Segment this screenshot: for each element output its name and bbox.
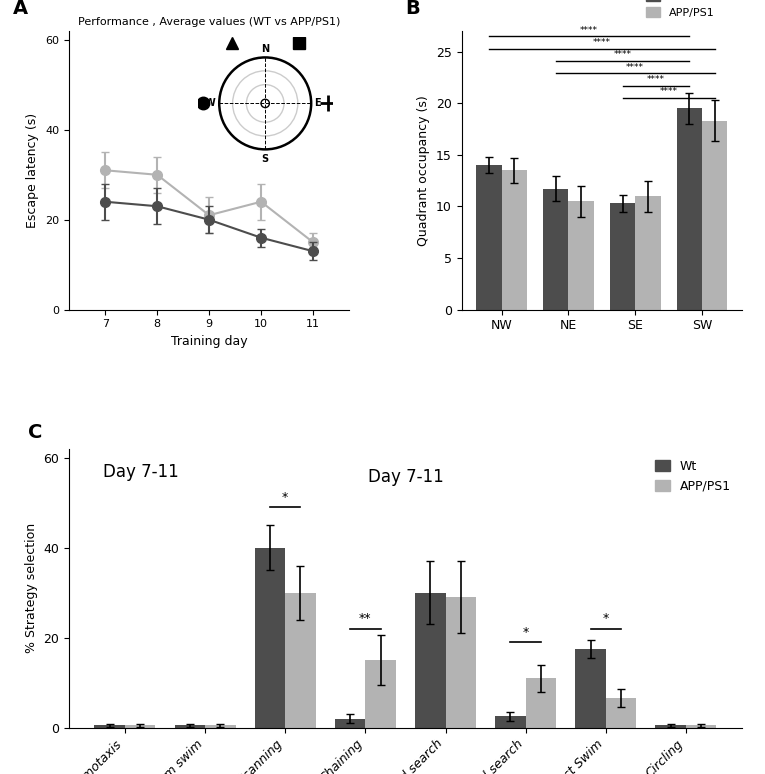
Bar [285, 593, 316, 728]
Text: ****: **** [659, 87, 678, 97]
Bar [526, 678, 556, 728]
Text: C: C [28, 423, 43, 442]
Bar [366, 660, 396, 728]
Text: **: ** [359, 612, 372, 625]
Bar [415, 593, 445, 728]
Bar [702, 121, 728, 310]
Bar [477, 165, 502, 310]
Bar [676, 108, 702, 310]
Title: Performance , Average values (WT vs APP/PS1): Performance , Average values (WT vs APP/… [78, 17, 340, 27]
Bar [635, 196, 660, 310]
Bar [495, 716, 526, 728]
Bar [610, 204, 635, 310]
Text: ****: **** [627, 63, 644, 72]
Text: Day 7-11: Day 7-11 [367, 468, 444, 486]
Bar [255, 548, 285, 728]
Text: *: * [282, 491, 288, 504]
Text: A: A [13, 0, 28, 19]
Text: *: * [603, 612, 609, 625]
Y-axis label: Escape latency (s): Escape latency (s) [27, 113, 40, 228]
Bar [568, 201, 594, 310]
Text: ****: **** [614, 50, 631, 60]
Bar [656, 725, 686, 728]
Y-axis label: Quadrant occupancy (s): Quadrant occupancy (s) [418, 95, 431, 245]
Bar [205, 725, 236, 728]
Bar [502, 170, 527, 310]
Text: ****: **** [647, 75, 665, 84]
Bar [543, 189, 568, 310]
Bar [95, 725, 125, 728]
Y-axis label: % Strategy selection: % Strategy selection [24, 523, 37, 653]
Text: ****: **** [580, 26, 598, 35]
X-axis label: Training day: Training day [171, 335, 247, 348]
Text: ****: **** [593, 38, 610, 47]
Legend: Wt, APP/PS1: Wt, APP/PS1 [649, 455, 736, 498]
Bar [606, 698, 636, 728]
Text: *: * [522, 625, 529, 639]
Bar [335, 718, 366, 728]
Legend: Wt, APP/PS1: Wt, APP/PS1 [642, 0, 719, 22]
Bar [686, 725, 716, 728]
Bar [575, 649, 606, 728]
Bar [174, 725, 205, 728]
Bar [125, 725, 155, 728]
Bar [445, 598, 476, 728]
Text: B: B [405, 0, 420, 19]
Text: Day 7-11: Day 7-11 [103, 463, 178, 481]
